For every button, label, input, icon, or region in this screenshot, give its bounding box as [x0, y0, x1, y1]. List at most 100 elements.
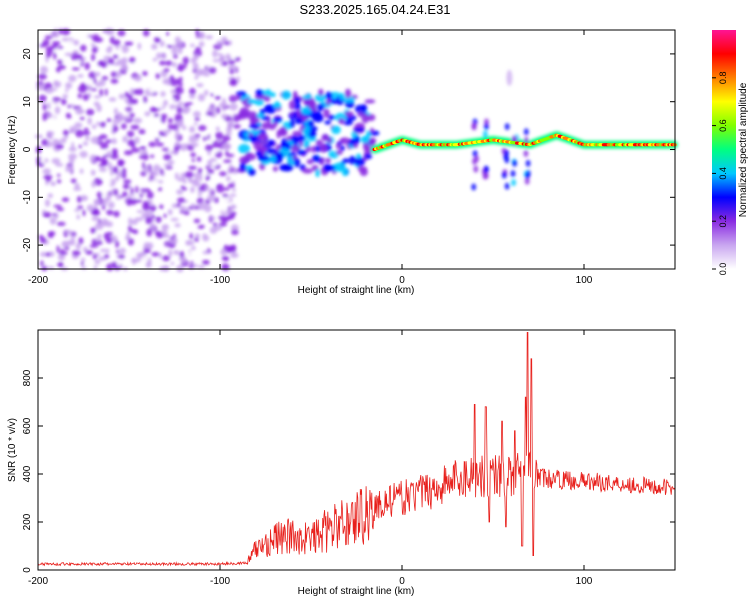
noise-blob	[82, 93, 90, 101]
noise-blob	[177, 197, 186, 203]
noise-blob	[91, 180, 96, 188]
transition-blob	[348, 155, 357, 165]
streak-blob	[504, 182, 510, 190]
transition-blob	[314, 145, 322, 152]
noise-blob	[176, 202, 181, 208]
noise-blob	[198, 41, 205, 47]
noise-blob	[39, 237, 47, 244]
noise-blob	[218, 222, 227, 227]
streak-blob	[504, 149, 509, 157]
noise-blob	[145, 261, 152, 269]
noise-blob	[169, 75, 174, 82]
noise-blob	[40, 157, 46, 164]
noise-blob	[194, 178, 198, 184]
snr-x-label: Height of straight line (km)	[298, 586, 415, 597]
noise-blob	[207, 106, 217, 113]
transition-blob	[289, 118, 295, 129]
noise-blob	[68, 153, 78, 160]
noise-blob	[114, 176, 120, 182]
noise-blob	[45, 178, 52, 182]
noise-blob	[148, 85, 156, 94]
transition-blob	[296, 108, 302, 118]
transition-blob	[339, 92, 345, 101]
streak-blob	[482, 172, 488, 180]
noise-blob	[122, 191, 128, 198]
noise-blob	[165, 165, 173, 170]
noise-blob	[76, 195, 82, 203]
noise-blob	[165, 31, 170, 36]
noise-blob	[116, 249, 120, 254]
noise-blob	[226, 57, 232, 61]
noise-blob	[45, 252, 51, 257]
transition-blob	[273, 116, 283, 122]
noise-blob	[126, 198, 133, 206]
noise-blob	[221, 263, 230, 271]
colorbar-tick-label: 0.0	[718, 263, 728, 276]
noise-blob	[230, 78, 237, 85]
noise-blob	[135, 185, 139, 194]
noise-blob	[105, 232, 113, 236]
noise-blob	[223, 187, 230, 191]
noise-blob	[188, 135, 197, 139]
noise-blob	[78, 85, 87, 93]
noise-blob	[81, 194, 86, 202]
noise-blob	[162, 129, 172, 134]
noise-blob	[56, 207, 65, 212]
noise-blob	[132, 76, 140, 80]
noise-blob	[126, 130, 135, 138]
noise-blob	[85, 250, 93, 255]
noise-blob	[44, 35, 53, 40]
noise-blob	[194, 117, 200, 121]
noise-blob	[61, 98, 67, 106]
transition-blob	[338, 118, 345, 125]
noise-blob	[86, 204, 95, 212]
noise-blob	[74, 208, 81, 213]
noise-blob	[113, 210, 120, 218]
noise-blob	[106, 209, 114, 216]
transition-blob	[302, 127, 311, 135]
noise-blob	[187, 177, 192, 183]
noise-blob	[216, 40, 221, 47]
noise-blob	[191, 263, 198, 268]
noise-blob	[182, 125, 187, 130]
transition-blob	[257, 155, 270, 162]
noise-blob	[162, 53, 167, 60]
noise-blob	[204, 89, 209, 96]
noise-blob	[39, 252, 48, 257]
streak-blob	[523, 136, 529, 144]
noise-blob	[97, 62, 106, 66]
noise-blob	[179, 205, 187, 211]
spectrogram-marks	[34, 27, 679, 273]
noise-blob	[110, 153, 119, 160]
noise-blob	[150, 154, 155, 159]
noise-blob	[190, 43, 195, 48]
noise-blob	[187, 251, 195, 256]
noise-blob	[122, 135, 128, 143]
transition-blob	[316, 103, 325, 112]
noise-blob	[55, 163, 64, 167]
noise-blob	[148, 172, 158, 177]
noise-blob	[225, 150, 229, 157]
noise-blob	[49, 45, 58, 50]
colorbar: 0.0 0.2 0.4 0.6 0.8 Normalized spectral ampl…	[712, 30, 749, 275]
noise-blob	[183, 102, 190, 108]
noise-blob	[75, 129, 84, 138]
noise-blob	[76, 59, 82, 64]
transition-blob	[327, 137, 332, 144]
colorbar-tick-label: 0.8	[718, 72, 728, 85]
transition-blob	[257, 133, 268, 141]
snr-y-ticks: 0 200 400 600 800	[22, 369, 675, 573]
noise-blob	[220, 216, 229, 224]
streak-blob	[504, 123, 510, 131]
noise-blob	[53, 34, 59, 38]
noise-blob	[190, 152, 197, 158]
noise-blob	[230, 252, 239, 258]
noise-blob	[169, 104, 176, 110]
noise-blob	[212, 241, 221, 249]
y-tick-label: 0	[22, 146, 33, 152]
noise-blob	[112, 118, 121, 125]
noise-blob	[130, 195, 140, 199]
noise-blob	[82, 131, 91, 136]
spectrogram-x-label: Height of straight line (km)	[298, 285, 415, 296]
noise-blob	[51, 41, 61, 45]
